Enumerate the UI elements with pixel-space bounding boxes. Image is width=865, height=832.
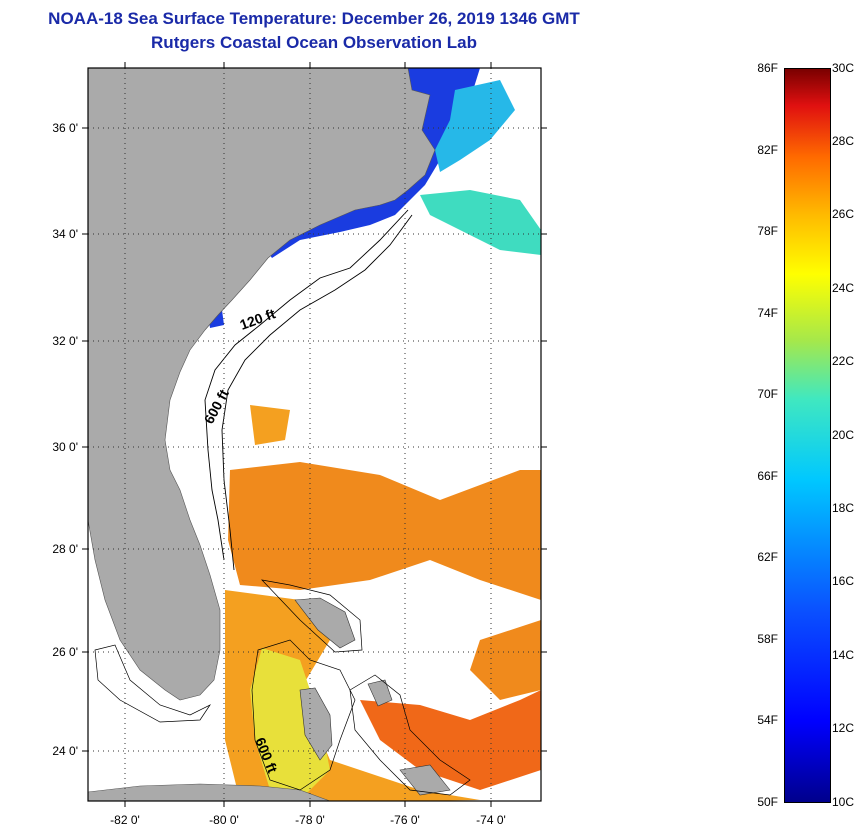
- land-mass: [88, 68, 436, 701]
- graticule: [88, 68, 541, 801]
- colorbar-f-label: 50F: [757, 795, 778, 809]
- colorbar-c-label: 30C: [832, 61, 855, 75]
- lon-label: -80 0': [209, 813, 239, 827]
- lon-label: -82 0': [110, 813, 140, 827]
- lon-label: -78 0': [295, 813, 325, 827]
- colorbar-c-label: 22C: [832, 354, 855, 368]
- cold-water-region: [420, 190, 541, 255]
- island: [294, 597, 356, 649]
- longitude-labels: -82 0' -80 0' -78 0' -76 0' -74 0': [110, 813, 506, 827]
- colorbar-c-label: 20C: [832, 428, 855, 442]
- island: [299, 687, 333, 761]
- colorbar-c-label: 26C: [832, 207, 855, 221]
- map-subtitle: Rutgers Coastal Ocean Observation Lab: [151, 33, 477, 52]
- colorbar-f-label: 62F: [757, 550, 778, 564]
- colorbar-f-label: 78F: [757, 224, 778, 238]
- colorbar-f-label: 54F: [757, 713, 778, 727]
- colorbar-c-label: 10C: [832, 795, 855, 809]
- map-title: NOAA-18 Sea Surface Temperature: Decembe…: [48, 9, 580, 28]
- lat-label: 32 0': [52, 334, 78, 348]
- colorbar-c-label: 18C: [832, 501, 855, 515]
- warm-water-region: [228, 462, 541, 600]
- colorbar-c-label: 28C: [832, 134, 855, 148]
- colorbar-c-label: 24C: [832, 281, 855, 295]
- colorbar-f-label: 86F: [757, 61, 778, 75]
- isobath-contour: [261, 579, 363, 653]
- temperature-colorbar: [784, 68, 831, 803]
- lat-label: 26 0': [52, 645, 78, 659]
- lon-label: -76 0': [390, 813, 420, 827]
- axis-ticks: [82, 62, 547, 807]
- latitude-labels: 36 0' 34 0' 32 0' 30 0' 28 0' 26 0' 24 0…: [52, 121, 78, 758]
- map-frame: [87, 67, 542, 802]
- colorbar-c-label: 16C: [832, 574, 855, 588]
- lat-label: 36 0': [52, 121, 78, 135]
- warm-water-region: [470, 620, 541, 700]
- isobath-contour: [221, 214, 413, 571]
- warm-water-region: [250, 648, 330, 800]
- colorbar-c-label: 12C: [832, 721, 855, 735]
- colorbar-f-label: 70F: [757, 387, 778, 401]
- lat-label: 28 0': [52, 542, 78, 556]
- land-mass: [88, 783, 331, 801]
- colorbar-f-label: 82F: [757, 143, 778, 157]
- isobath-contour: [349, 674, 471, 796]
- cold-water-region: [435, 80, 515, 172]
- island: [399, 764, 451, 796]
- map-plot-area: 120 ft 600 ft 600 ft: [88, 68, 541, 801]
- lat-label: 30 0': [52, 440, 78, 454]
- isobath-contour: [204, 209, 409, 561]
- colorbar-c-label: 14C: [832, 648, 855, 662]
- colorbar-f-label: 74F: [757, 306, 778, 320]
- isobath-contour: [251, 639, 356, 791]
- colorbar-f-label: 58F: [757, 632, 778, 646]
- lon-label: -74 0': [476, 813, 506, 827]
- warm-water-region: [250, 405, 290, 445]
- lat-label: 24 0': [52, 744, 78, 758]
- island: [367, 679, 393, 707]
- colorbar-f-label: 66F: [757, 469, 778, 483]
- warm-water-region: [360, 690, 541, 790]
- lat-label: 34 0': [52, 227, 78, 241]
